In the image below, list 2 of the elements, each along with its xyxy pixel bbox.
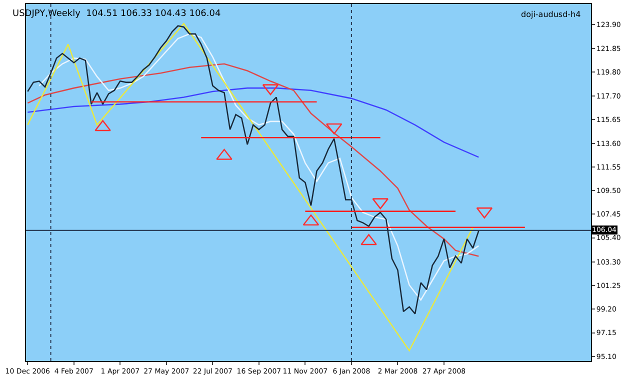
line-series <box>27 63 480 257</box>
annotation: doji-audusd-h4 <box>521 10 581 19</box>
